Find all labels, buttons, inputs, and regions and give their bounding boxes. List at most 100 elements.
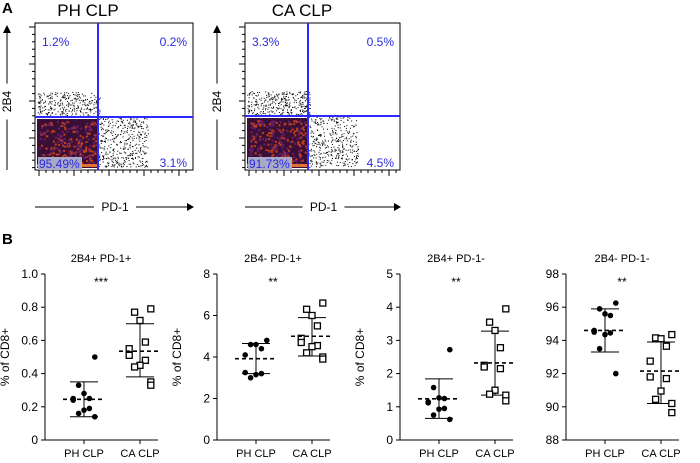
event-dot — [102, 159, 104, 161]
density-dot — [45, 123, 48, 126]
event-dot — [37, 101, 39, 103]
event-dot — [305, 91, 307, 93]
event-dot — [141, 158, 143, 160]
density-dot — [89, 149, 92, 152]
event-dot — [320, 165, 322, 167]
event-dot — [123, 124, 125, 126]
event-dot — [348, 165, 350, 167]
event-dot — [291, 113, 293, 115]
event-dot — [324, 156, 326, 158]
event-dot — [321, 118, 323, 120]
event-dot — [110, 143, 112, 145]
event-dot — [130, 142, 132, 144]
density-dot — [71, 127, 74, 130]
event-dot — [323, 128, 325, 130]
event-dot — [130, 166, 132, 168]
event-dot — [319, 135, 321, 137]
event-dot — [269, 98, 271, 100]
event-dot — [130, 119, 132, 121]
event-dot — [310, 132, 312, 134]
data-point — [92, 413, 98, 420]
density-dot — [50, 131, 53, 134]
event-dot — [355, 161, 357, 163]
density-dot — [39, 147, 42, 150]
event-dot — [283, 107, 285, 109]
event-dot — [61, 112, 63, 114]
data-point — [302, 349, 311, 357]
event-dot — [355, 157, 357, 159]
density-dot — [276, 128, 279, 131]
event-dot — [102, 135, 104, 137]
density-dot — [302, 140, 305, 143]
event-dot — [297, 107, 299, 109]
density-dot — [71, 140, 74, 143]
density-dot — [297, 143, 300, 146]
event-dot — [346, 140, 348, 142]
event-dot — [129, 127, 131, 129]
density-dot — [75, 138, 78, 141]
event-dot — [256, 103, 258, 105]
density-dot — [263, 124, 266, 127]
event-dot — [293, 97, 295, 99]
event-dot — [122, 119, 124, 121]
data-point — [657, 335, 665, 343]
event-dot — [101, 123, 103, 125]
data-point — [308, 342, 316, 351]
density-dot — [270, 149, 273, 152]
event-dot — [144, 153, 146, 155]
event-dot — [340, 120, 342, 122]
event-dot — [120, 163, 122, 165]
event-dot — [111, 127, 113, 129]
density-dot — [269, 125, 272, 128]
density-dot — [255, 134, 258, 137]
event-dot — [47, 112, 49, 114]
data-point — [141, 356, 150, 364]
density-dot — [274, 140, 277, 143]
density-dot — [57, 140, 60, 143]
density-dot — [65, 155, 68, 158]
event-dot — [113, 166, 115, 168]
event-dot — [49, 101, 51, 103]
event-dot — [304, 91, 306, 93]
event-dot — [285, 93, 287, 95]
event-dot — [135, 121, 137, 123]
density-dot — [289, 130, 292, 133]
density-dot — [295, 158, 298, 161]
event-dot — [128, 159, 130, 161]
event-dot — [314, 121, 316, 123]
event-dot — [48, 112, 50, 114]
event-dot — [43, 92, 45, 94]
density-dot — [81, 142, 84, 145]
event-dot — [349, 117, 351, 119]
event-dot — [280, 113, 282, 115]
event-dot — [50, 107, 52, 109]
density-dot — [264, 139, 267, 142]
event-dot — [328, 151, 330, 153]
event-dot — [126, 130, 128, 132]
event-dot — [312, 145, 314, 147]
event-dot — [41, 112, 43, 114]
event-dot — [147, 147, 149, 149]
event-dot — [280, 99, 282, 101]
event-dot — [44, 94, 46, 96]
event-dot — [39, 107, 41, 109]
density-dot — [260, 123, 263, 126]
event-dot — [248, 97, 250, 99]
event-dot — [126, 165, 128, 167]
event-dot — [349, 144, 351, 146]
data-point — [147, 381, 155, 389]
density-dot — [68, 142, 71, 145]
significance-marker: *** — [94, 275, 108, 289]
event-dot — [124, 147, 126, 149]
event-dot — [351, 159, 353, 161]
event-dot — [269, 103, 271, 105]
event-dot — [140, 165, 142, 167]
event-dot — [99, 123, 101, 125]
event-dot — [278, 107, 280, 109]
quadrant-upper-left: 1.2% — [42, 35, 70, 49]
density-dot — [74, 155, 77, 158]
density-dot — [91, 121, 94, 124]
event-dot — [282, 110, 284, 112]
event-dot — [130, 163, 132, 165]
